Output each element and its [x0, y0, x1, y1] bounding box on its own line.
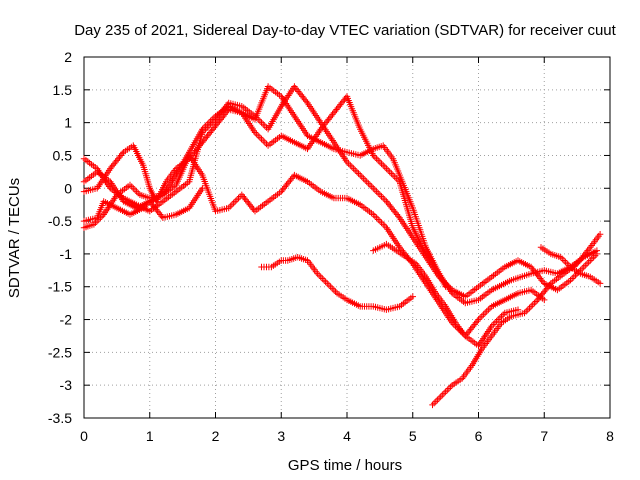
x-tick-label: 8: [606, 428, 614, 444]
series-markers: [80, 83, 600, 300]
series-arc-7: [370, 240, 522, 349]
x-axis-title: GPS time / hours: [288, 457, 402, 474]
y-tick-label: 1: [64, 115, 72, 131]
series-arc-5: [80, 185, 206, 225]
series-markers: [80, 152, 548, 340]
x-tick-label: 1: [146, 428, 154, 444]
x-tick-label: 0: [80, 428, 88, 444]
series-markers: [80, 185, 206, 225]
plot-frame: [83, 56, 611, 419]
series-markers: [537, 244, 604, 287]
y-tick-label: 2: [64, 49, 72, 65]
y-tick-label: 1.5: [53, 82, 73, 98]
series-arc-8: [429, 231, 604, 409]
y-tick-label: -3.5: [48, 410, 72, 426]
y-tick-label: -2.5: [48, 344, 72, 360]
series-markers: [258, 254, 416, 313]
x-tick-labels: 0 1 2 3 4 5 6 7 8: [80, 428, 614, 444]
x-tick-label: 5: [409, 428, 417, 444]
series-arc-1: [80, 83, 449, 290]
series-markers: [429, 231, 604, 409]
y-tick-label: -3: [60, 377, 73, 393]
series-arc-3: [80, 83, 600, 300]
y-tick-label: -1: [60, 246, 73, 262]
y-tick-label: 0.5: [53, 147, 73, 163]
grid-lines: [83, 56, 611, 419]
y-tick-label: -2: [60, 312, 73, 328]
x-tick-label: 2: [212, 428, 220, 444]
y-axis-title: SDTVAR / TECUs: [6, 178, 23, 298]
data-series: [80, 83, 604, 409]
series-markers: [370, 240, 522, 349]
series-arc-6: [258, 254, 416, 313]
x-tick-label: 7: [540, 428, 548, 444]
y-tick-label: -0.5: [48, 213, 72, 229]
x-tick-label: 4: [343, 428, 351, 444]
series-arc-9: [537, 244, 604, 287]
y-tick-labels: 2 1.5 1 0.5 0 -0.5 -1 -1.5 -2 -2.5 -3 -3.5: [48, 49, 72, 426]
y-tick-label: -1.5: [48, 279, 72, 295]
series-markers: [80, 83, 449, 290]
x-tick-label: 3: [277, 428, 285, 444]
y-tick-label: 0: [64, 180, 72, 196]
chart-title: Day 235 of 2021, Sidereal Day-to-day VTE…: [74, 22, 616, 39]
series-arc-4: [80, 152, 548, 340]
x-tick-label: 6: [475, 428, 483, 444]
